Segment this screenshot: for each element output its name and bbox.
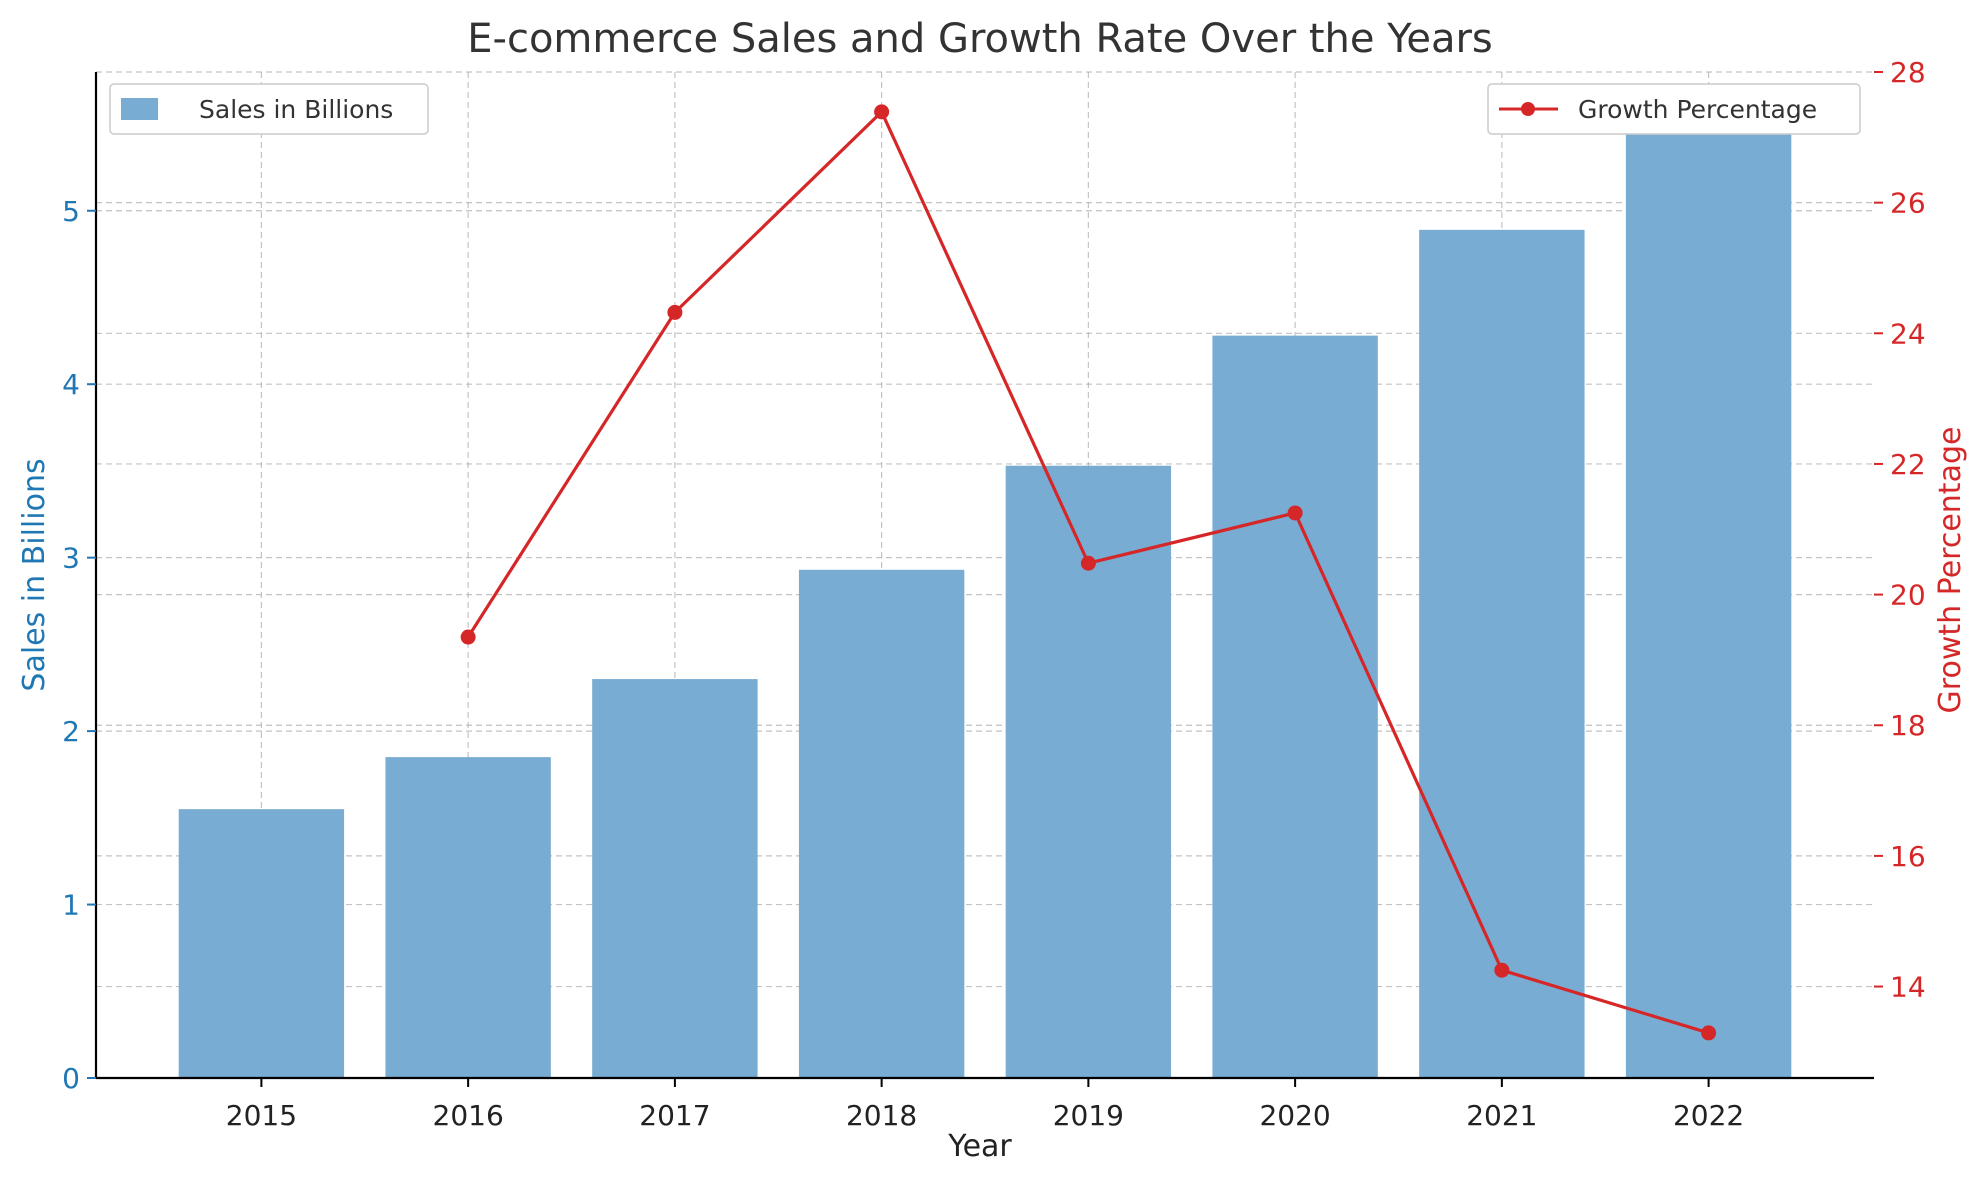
legend-growth-marker bbox=[1521, 102, 1535, 116]
y-tick-label: 4 bbox=[62, 368, 80, 401]
bar-2016 bbox=[385, 757, 551, 1078]
bar-2018 bbox=[798, 569, 965, 1078]
y2-tick-label: 24 bbox=[1890, 317, 1926, 350]
y-tick-label: 0 bbox=[62, 1062, 80, 1095]
y2-tick-label: 14 bbox=[1890, 971, 1926, 1004]
chart-title: E-commerce Sales and Growth Rate Over th… bbox=[467, 16, 1493, 62]
x-tick-label: 2022 bbox=[1673, 1099, 1744, 1132]
growth-point-2019 bbox=[1080, 555, 1096, 571]
x-tick-label: 2017 bbox=[639, 1099, 710, 1132]
legend-sales-swatch bbox=[121, 98, 158, 120]
x-tick-label: 2018 bbox=[846, 1099, 917, 1132]
legend-growth-box bbox=[1487, 83, 1861, 135]
legend-sales: Sales in Billions bbox=[109, 83, 429, 135]
axes-layer: 2015 2016 2017 2018 2019 2020 2021 202201234514… bbox=[62, 56, 1925, 1132]
x-tick-label: 2016 bbox=[433, 1099, 504, 1132]
bar-2015 bbox=[178, 809, 345, 1078]
x-tick-label: 2015 bbox=[226, 1099, 297, 1132]
y-tick-label: 3 bbox=[62, 542, 80, 575]
growth-point-2018 bbox=[874, 104, 890, 120]
bar-2017 bbox=[592, 679, 758, 1078]
growth-point-2020 bbox=[1287, 505, 1303, 521]
x-axis-title: Year bbox=[947, 1129, 1012, 1164]
x-tick-label: 2020 bbox=[1259, 1099, 1330, 1132]
y2-tick-label: 20 bbox=[1890, 579, 1926, 612]
y2-axis-title: Growth Percentage bbox=[1933, 427, 1968, 714]
y-axis-title: Sales in Billions bbox=[17, 458, 52, 691]
legend-sales-box bbox=[109, 83, 429, 135]
bar-2020 bbox=[1212, 335, 1378, 1079]
y2-tick-label: 28 bbox=[1890, 56, 1926, 89]
y-tick-label: 1 bbox=[62, 889, 80, 922]
bar-2022 bbox=[1625, 117, 1792, 1078]
y2-tick-label: 22 bbox=[1890, 448, 1926, 481]
growth-point-2022 bbox=[1701, 1025, 1717, 1041]
legend-growth: Growth Percentage bbox=[1487, 83, 1861, 135]
bar-series-layer bbox=[178, 117, 1792, 1079]
line-series-layer bbox=[460, 104, 1717, 1041]
bar-2021 bbox=[1419, 229, 1585, 1078]
y-tick-label: 2 bbox=[62, 715, 80, 748]
growth-point-2021 bbox=[1494, 962, 1510, 978]
x-tick-label: 2021 bbox=[1466, 1099, 1537, 1132]
growth-point-2017 bbox=[667, 304, 683, 320]
growth-point-2016 bbox=[460, 629, 476, 645]
x-tick-label: 2019 bbox=[1053, 1099, 1124, 1132]
y2-tick-label: 16 bbox=[1890, 840, 1926, 873]
y-tick-label: 5 bbox=[62, 195, 80, 228]
legend-growth-label: Growth Percentage bbox=[1578, 95, 1817, 124]
y2-tick-label: 26 bbox=[1890, 187, 1926, 220]
y2-tick-label: 18 bbox=[1890, 709, 1926, 742]
legend-sales-label: Sales in Billions bbox=[199, 95, 393, 124]
